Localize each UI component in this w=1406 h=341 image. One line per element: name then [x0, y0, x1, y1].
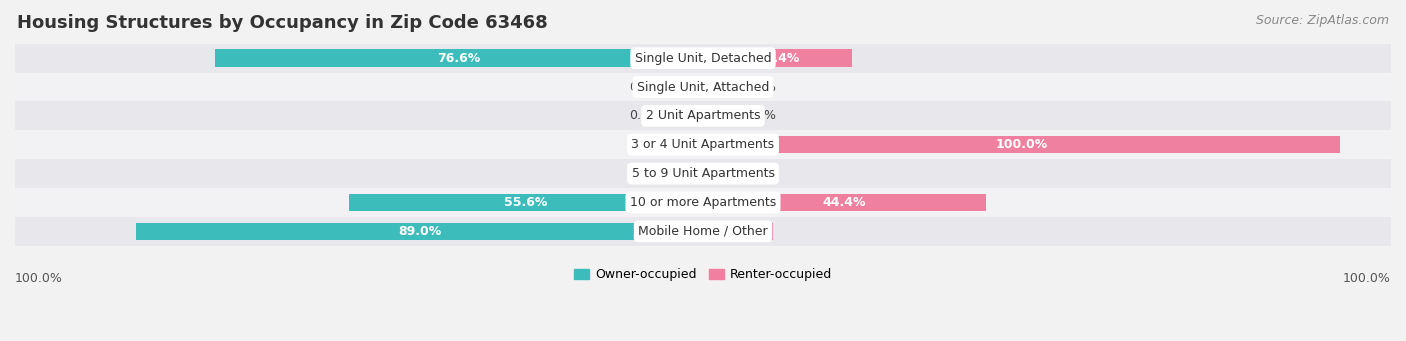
- Bar: [671, 107, 703, 124]
- Bar: [671, 78, 703, 96]
- Text: 0.0%: 0.0%: [744, 167, 776, 180]
- Text: 23.4%: 23.4%: [756, 51, 799, 65]
- Text: Single Unit, Detached: Single Unit, Detached: [634, 51, 772, 65]
- Bar: [3, 188, 1403, 217]
- Legend: Owner-occupied, Renter-occupied: Owner-occupied, Renter-occupied: [568, 263, 838, 286]
- Bar: [136, 223, 703, 240]
- Bar: [3, 217, 1403, 246]
- Text: 3 or 4 Unit Apartments: 3 or 4 Unit Apartments: [631, 138, 775, 151]
- Text: Source: ZipAtlas.com: Source: ZipAtlas.com: [1256, 14, 1389, 27]
- Text: 10 or more Apartments: 10 or more Apartments: [630, 196, 776, 209]
- Text: 0.0%: 0.0%: [744, 109, 776, 122]
- Text: 0.0%: 0.0%: [630, 167, 662, 180]
- Bar: [671, 165, 703, 182]
- Bar: [349, 194, 703, 211]
- Text: 100.0%: 100.0%: [15, 272, 63, 285]
- Text: 5 to 9 Unit Apartments: 5 to 9 Unit Apartments: [631, 167, 775, 180]
- Bar: [215, 49, 703, 67]
- Bar: [3, 44, 1403, 73]
- Text: 0.0%: 0.0%: [630, 138, 662, 151]
- Bar: [703, 49, 852, 67]
- Text: 2 Unit Apartments: 2 Unit Apartments: [645, 109, 761, 122]
- Text: 100.0%: 100.0%: [995, 138, 1047, 151]
- Text: 76.6%: 76.6%: [437, 51, 481, 65]
- Bar: [3, 73, 1403, 102]
- Text: Housing Structures by Occupancy in Zip Code 63468: Housing Structures by Occupancy in Zip C…: [17, 14, 547, 32]
- Bar: [3, 102, 1403, 130]
- Text: 89.0%: 89.0%: [398, 225, 441, 238]
- Text: 0.0%: 0.0%: [630, 80, 662, 93]
- Bar: [3, 130, 1403, 159]
- Text: 0.0%: 0.0%: [744, 80, 776, 93]
- Text: 100.0%: 100.0%: [1343, 272, 1391, 285]
- Text: 0.0%: 0.0%: [630, 109, 662, 122]
- Text: Single Unit, Attached: Single Unit, Attached: [637, 80, 769, 93]
- Text: 11.0%: 11.0%: [716, 225, 759, 238]
- Bar: [703, 136, 1340, 153]
- Text: 55.6%: 55.6%: [505, 196, 547, 209]
- Text: 44.4%: 44.4%: [823, 196, 866, 209]
- Bar: [703, 78, 735, 96]
- Bar: [703, 165, 735, 182]
- Bar: [671, 136, 703, 153]
- Bar: [703, 107, 735, 124]
- Bar: [3, 159, 1403, 188]
- Bar: [703, 223, 773, 240]
- Text: Mobile Home / Other: Mobile Home / Other: [638, 225, 768, 238]
- Bar: [703, 194, 986, 211]
